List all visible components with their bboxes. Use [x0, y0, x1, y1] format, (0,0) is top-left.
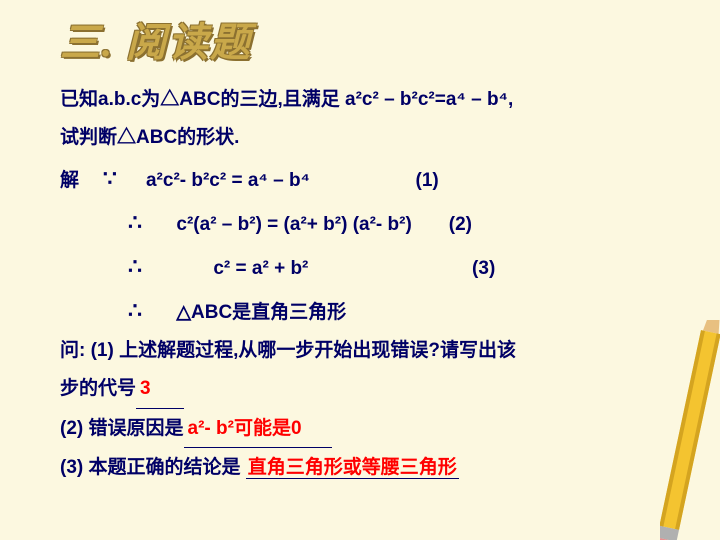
question-2: (2) 错误原因是a²- b²可能是0: [60, 411, 670, 448]
step-1: 解 ∵ a²c²- b²c² = a⁴ – b⁴ (1): [60, 158, 670, 200]
step-3: ∴ c² = a² + b² (3): [60, 246, 670, 288]
step-conclusion: ∴ △ABC是直角三角形: [60, 290, 670, 332]
answer-2: a²- b²可能是0: [188, 418, 302, 439]
problem-line-1: 已知a.b.c为△ABC的三边,且满足 a²c² – b²c²=a⁴ – b⁴,: [60, 82, 670, 118]
pencil-decoration: [660, 320, 720, 540]
step-2: ∴ c²(a² – b²) = (a²+ b²) (a²- b²) (2): [60, 202, 670, 244]
question-1a: 问: (1) 上述解题过程,从哪一步开始出现错误?请写出该: [60, 333, 670, 369]
question-3: (3) 本题正确的结论是 直角三角形或等腰三角形: [60, 450, 670, 486]
slide-title: 三. 阅读题: [60, 10, 670, 68]
body-content: 已知a.b.c为△ABC的三边,且满足 a²c² – b²c²=a⁴ – b⁴,…: [60, 82, 670, 486]
problem-line-2: 试判断△ABC的形状.: [60, 120, 670, 156]
question-1b: 步的代号3: [60, 371, 670, 408]
answer-1: 3: [140, 378, 151, 399]
answer-3: 直角三角形或等腰三角形: [246, 457, 459, 479]
